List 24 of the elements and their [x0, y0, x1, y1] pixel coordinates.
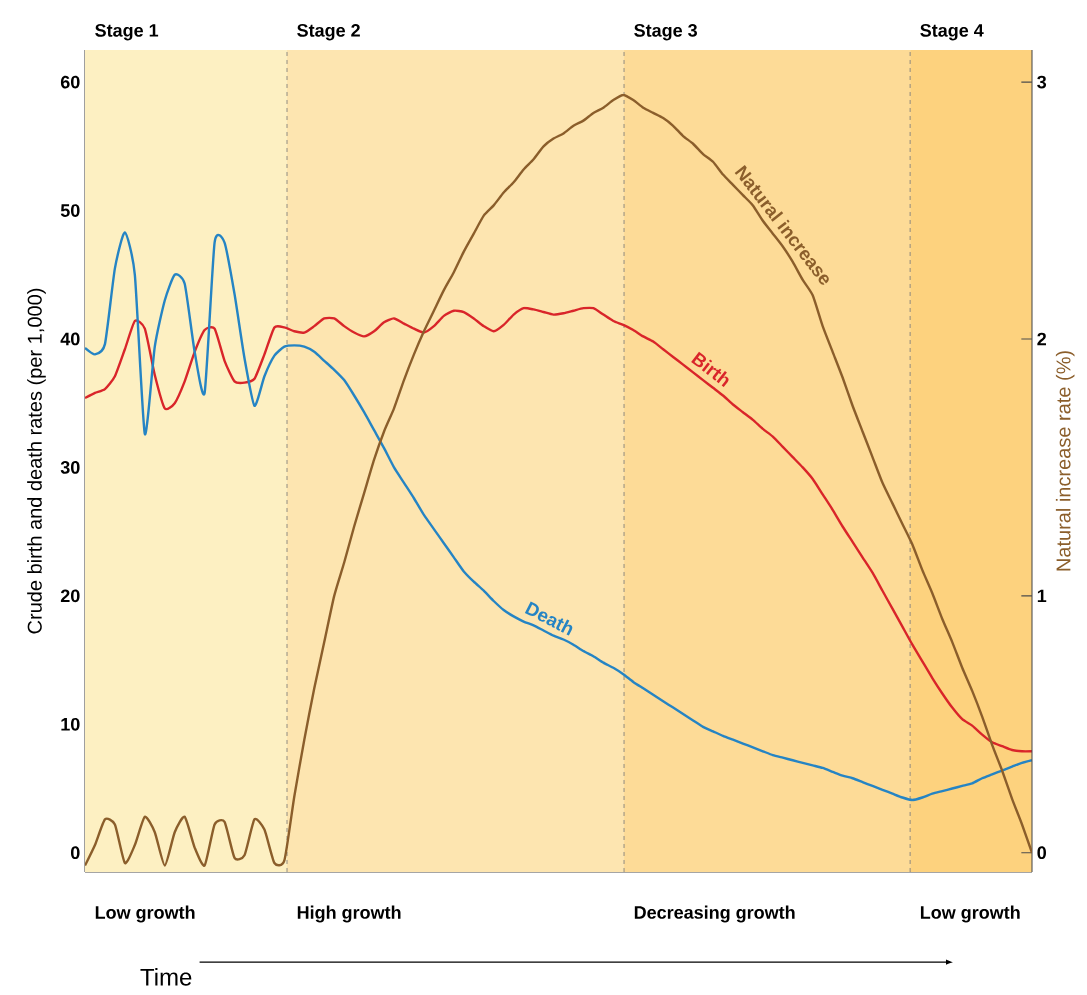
text: Stage 2	[297, 24, 360, 41]
y-tick-label: 50	[60, 204, 80, 217]
text: Decreasing growth	[634, 905, 795, 923]
y-tick-label: 10	[61, 717, 80, 731]
y2-tick-label: 1	[1037, 589, 1047, 603]
line-series	[85, 306, 1032, 753]
text: Low growth	[920, 905, 1020, 923]
text: Low growth	[95, 905, 195, 923]
y2-axis-title: Natural increase rate (%)	[1055, 351, 1075, 571]
y2-tick-label: 0	[1037, 846, 1046, 860]
y-tick-label: 30	[60, 461, 80, 474]
y-tick-label: 60	[60, 75, 80, 89]
line-series	[85, 93, 1032, 867]
y-tick-label: 40	[60, 332, 80, 346]
text: High growth	[297, 905, 401, 923]
y-tick-label: 0	[70, 846, 80, 860]
y2-tick-label: 3	[1037, 75, 1047, 89]
text: Stage 1	[95, 24, 159, 41]
y2-tick-label: 2	[1037, 332, 1046, 346]
y-axis-title: Crude birth and death rates (per 1,000)	[27, 288, 46, 634]
text: Stage 4	[920, 24, 984, 41]
text: Stage 3	[634, 24, 697, 41]
x-axis-title: Time	[140, 968, 192, 986]
y-tick-label: 20	[60, 589, 80, 603]
